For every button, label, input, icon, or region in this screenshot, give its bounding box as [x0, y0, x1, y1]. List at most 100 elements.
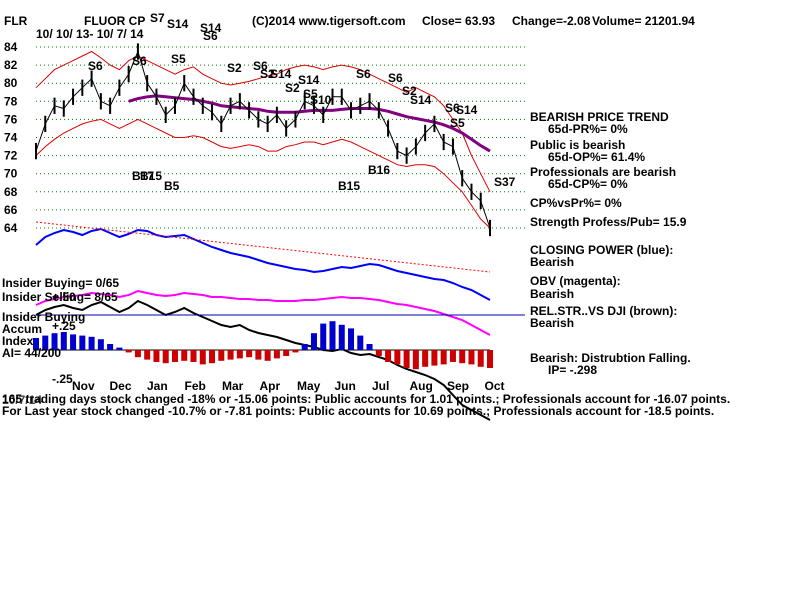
- accum-bar: [412, 350, 419, 370]
- signal-label: B17: [132, 169, 154, 183]
- x-tick-label: Jun: [335, 379, 356, 393]
- pr-value: 65d-PR%= 0%: [548, 122, 628, 136]
- accum-bar: [190, 350, 197, 362]
- y-tick-label: 68: [4, 185, 18, 199]
- pros-status: Professionals are bearish: [530, 165, 677, 179]
- closing-power-title: CLOSING POWER (blue):: [530, 243, 674, 257]
- accum-bar: [134, 350, 141, 358]
- signal-label: S6: [88, 59, 103, 73]
- accum-bar: [199, 350, 206, 365]
- price-line: [35, 49, 491, 229]
- moving-average-line: [128, 94, 491, 153]
- date-range-label: 10/ 10/ 13- 10/ 7/ 14: [36, 27, 144, 41]
- obv-status: Bearish: [530, 287, 575, 301]
- signal-label: S14: [298, 73, 320, 87]
- accum-bar: [162, 350, 169, 364]
- trend-line: [35, 221, 491, 273]
- accum-tick-label: +.50: [52, 290, 76, 304]
- ip-value: IP= -.298: [548, 363, 598, 377]
- lower-band-line: [35, 118, 491, 229]
- obv-title: OBV (magenta):: [530, 274, 621, 288]
- y-tick-label: 80: [4, 76, 18, 90]
- footer-line-1: 165 trading days stock changed -18% or -…: [2, 392, 731, 406]
- accum-bar: [79, 335, 86, 350]
- signal-label: B5: [164, 179, 180, 193]
- copyright-label: (C)2014 www.tigersoft.com: [252, 14, 406, 28]
- footer-line-2: For Last year stock changed -10.7% or -7…: [2, 404, 715, 418]
- accum-bar: [273, 350, 280, 359]
- signal-label: S2: [285, 81, 300, 95]
- close-label: Close= 63.93: [422, 14, 496, 28]
- y-tick-label: 66: [4, 203, 18, 217]
- insider-buying-count: Insider Buying= 0/65: [2, 276, 120, 290]
- signal-label: S5: [171, 52, 186, 66]
- accum-bar: [385, 350, 392, 362]
- signal-label: B15: [140, 169, 162, 183]
- y-tick-label: 84: [4, 40, 18, 54]
- x-tick-label: Jan: [147, 379, 168, 393]
- company-label: FLUOR CP: [84, 14, 146, 28]
- signal-label: B15: [338, 179, 360, 193]
- accum-label: Accum: [2, 322, 43, 336]
- date-stamp: 10/7/14: [2, 393, 43, 407]
- ticker-label: FLR: [4, 14, 28, 28]
- closing-power-line: [35, 227, 491, 301]
- relstr-title: REL.STR..VS DJI (brown):: [530, 304, 678, 318]
- accum-bar: [42, 335, 49, 350]
- x-tick-label: Apr: [260, 379, 281, 393]
- accum-bar: [171, 350, 178, 362]
- accum-bar: [51, 333, 58, 350]
- cpvspr-value: CP%vsPr%= 0%: [530, 196, 622, 210]
- ai-label: AI= 44/200: [2, 346, 62, 360]
- y-tick-label: 82: [4, 58, 18, 72]
- signal-label: S6: [388, 71, 403, 85]
- signal-label: S6: [132, 54, 147, 68]
- accum-bar: [403, 350, 410, 368]
- trend-title: BEARISH PRICE TREND: [530, 110, 669, 124]
- accum-bar: [125, 350, 132, 353]
- y-tick-label: 76: [4, 112, 18, 126]
- insider-buying-label: Insider Buying: [2, 310, 86, 324]
- y-tick-label: 78: [4, 94, 18, 108]
- accum-bar: [310, 333, 317, 350]
- x-tick-label: Oct: [485, 379, 505, 393]
- accum-bar: [283, 350, 290, 356]
- accum-bar: [375, 350, 382, 356]
- signal-label: S5: [450, 116, 465, 130]
- accum-bar: [487, 350, 493, 368]
- accum-tick-label: -.25: [52, 372, 73, 386]
- signal-label: S2: [260, 67, 275, 81]
- relstr-line: [35, 299, 491, 421]
- x-tick-label: Aug: [410, 379, 433, 393]
- accum-bar: [320, 323, 327, 350]
- strength-value: Strength Profess/Pub= 15.9: [530, 215, 687, 229]
- signal-label: S14: [270, 67, 292, 81]
- accum-bar: [255, 350, 262, 360]
- signal-label: S14: [456, 103, 478, 117]
- accum-bar: [60, 332, 67, 350]
- accum-tick-label: +.25: [52, 319, 76, 333]
- accum-bar: [209, 350, 216, 364]
- accum-bar: [459, 350, 466, 364]
- accum-bar: [468, 350, 475, 365]
- op-value: 65d-OP%= 61.4%: [548, 150, 646, 164]
- accum-bar: [144, 350, 151, 360]
- signal-label: S2: [402, 84, 417, 98]
- signal-label: S14: [200, 21, 222, 35]
- accum-bar: [431, 350, 438, 366]
- accum-bar: [116, 347, 123, 350]
- index-label: Index: [2, 334, 34, 348]
- accum-bar: [366, 344, 373, 350]
- accum-bar: [422, 350, 429, 367]
- signal-label: S14: [167, 17, 189, 31]
- x-tick-label: Sep: [447, 379, 469, 393]
- accum-bar: [394, 350, 401, 365]
- signal-label: S6: [445, 101, 460, 115]
- y-tick-label: 70: [4, 167, 18, 181]
- accum-bar: [329, 321, 336, 350]
- accum-bar: [348, 328, 355, 350]
- accum-bar: [338, 324, 345, 350]
- signal-label: S14: [410, 93, 432, 107]
- accum-bar: [107, 344, 114, 350]
